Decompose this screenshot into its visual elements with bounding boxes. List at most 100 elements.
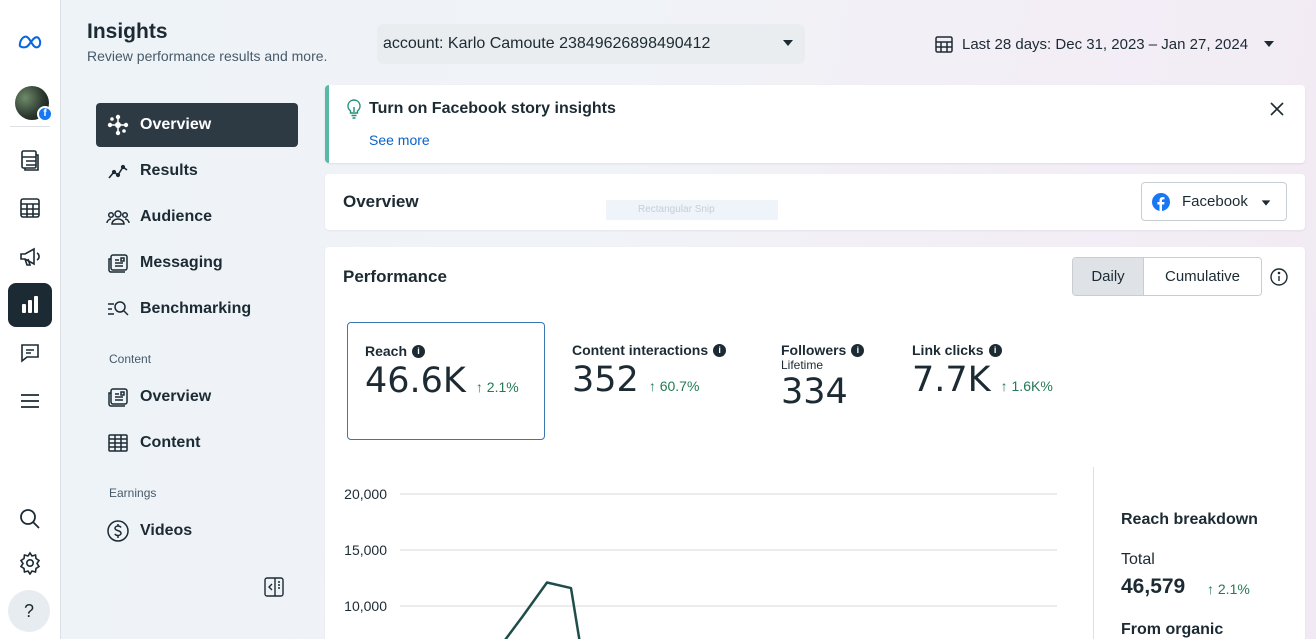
meta-logo-icon[interactable] — [8, 20, 52, 64]
metric-change: ↑ 60.7% — [648, 378, 700, 394]
metric-label-text: Link clicks — [912, 342, 984, 358]
metric-value: 46.6K — [365, 361, 466, 401]
avatar[interactable]: f — [15, 86, 53, 122]
breakdown-divider — [1093, 467, 1094, 639]
breakdown-organic-label: From organic — [1121, 621, 1224, 638]
date-range-picker[interactable]: Last 28 days: Dec 31, 2023 – Jan 27, 202… — [934, 32, 1276, 56]
settings-icon[interactable] — [8, 541, 52, 585]
performance-card: Performance Daily Cumulative Reach i 46.… — [325, 247, 1305, 639]
breakdown-total-label: Total — [1121, 551, 1155, 568]
nav-label: Content — [140, 434, 201, 451]
see-more-link[interactable]: See more — [369, 132, 430, 148]
metric-value-row: 7.7K ↑ 1.6K% — [912, 360, 1053, 400]
nav-label: Audience — [140, 208, 213, 225]
overview-header: Overview Rectangular Snip Facebook — [325, 174, 1305, 230]
info-icon[interactable] — [1269, 267, 1289, 287]
insights-icon[interactable] — [8, 283, 52, 327]
y-tick-label: 10,000 — [344, 598, 387, 614]
megaphone-icon[interactable] — [8, 234, 52, 278]
reach-line-chart: 20,000 15,000 10,000 — [344, 486, 1057, 639]
metric-label: Link clicks i — [912, 342, 1053, 358]
facebook-icon — [1152, 192, 1170, 211]
daily-cumulative-toggle: Daily Cumulative — [1072, 257, 1262, 296]
menu-icon[interactable] — [8, 379, 52, 423]
lightbulb-icon — [347, 99, 361, 119]
table-icon[interactable] — [8, 186, 52, 230]
platform-select[interactable]: Facebook — [1141, 182, 1287, 221]
metric-change: ↑ 1.6K% — [1000, 378, 1053, 394]
snip-ghost-overlay: Rectangular Snip — [606, 200, 778, 220]
nav-content-overview[interactable]: Overview — [96, 375, 298, 419]
y-tick-label: 15,000 — [344, 542, 387, 558]
metric-label-text: Content interactions — [572, 342, 709, 358]
benchmarking-icon — [108, 301, 129, 316]
dollar-icon — [107, 520, 129, 542]
account-select[interactable]: account: Karlo Camoute 23849626898490412 — [377, 24, 805, 64]
info-icon[interactable]: i — [851, 343, 865, 357]
nav-content[interactable]: Content — [96, 421, 298, 465]
nav-label: Overview — [140, 388, 212, 405]
nav-results[interactable]: Results — [96, 149, 298, 193]
nav-section-content: Content — [109, 352, 152, 366]
comments-icon[interactable] — [8, 331, 52, 375]
metric-label-text: Followers — [781, 342, 847, 358]
nav-messaging[interactable]: Messaging — [96, 241, 298, 285]
account-label: account: Karlo Camoute 23849626898490412 — [383, 35, 711, 52]
metric-reach[interactable]: Reach i 46.6K ↑ 2.1% — [347, 322, 545, 440]
toggle-daily[interactable]: Daily — [1073, 258, 1144, 295]
page-subtitle: Review performance results and more. — [87, 48, 328, 64]
content-table-icon — [108, 434, 128, 452]
info-icon[interactable]: i — [713, 343, 727, 357]
metric-content-interactions[interactable]: Content interactions i 352 ↑ 60.7% — [572, 342, 727, 400]
left-rail: f ? — [0, 0, 61, 639]
nav-label: Messaging — [140, 254, 223, 271]
metric-value: 7.7K — [912, 360, 991, 400]
info-icon[interactable]: i — [412, 344, 426, 358]
performance-title: Performance — [343, 267, 447, 286]
metric-change: ↑ 2.1% — [475, 379, 519, 395]
chevron-down-icon — [783, 40, 793, 46]
metric-link-clicks[interactable]: Link clicks i 7.7K ↑ 1.6K% — [912, 342, 1053, 400]
metric-change-value: 2.1% — [486, 379, 519, 395]
toggle-cumulative[interactable]: Cumulative — [1144, 258, 1261, 295]
breakdown-total-value: 46,579 — [1121, 575, 1186, 598]
date-range-label: Last 28 days: Dec 31, 2023 – Jan 27, 202… — [962, 35, 1249, 53]
breakdown-change-value: 2.1% — [1217, 581, 1250, 597]
search-icon[interactable] — [8, 497, 52, 541]
story-insights-banner: Turn on Facebook story insights See more — [325, 85, 1305, 163]
chevron-down-icon — [1261, 200, 1271, 206]
nav-audience[interactable]: Audience — [96, 195, 298, 239]
metric-change-value: 60.7% — [659, 378, 700, 394]
metric-label: Reach i — [365, 343, 519, 359]
results-icon — [108, 164, 128, 179]
close-icon[interactable] — [1267, 99, 1287, 119]
nav-videos[interactable]: Videos — [96, 509, 298, 553]
page-title: Insights — [87, 20, 168, 43]
platform-label: Facebook — [1182, 193, 1248, 210]
metric-sublabel: Lifetime — [781, 358, 824, 372]
nav-section-earnings: Earnings — [109, 486, 157, 500]
metric-value-row: 46.6K ↑ 2.1% — [365, 361, 519, 401]
reach-series-line — [504, 581, 581, 639]
calendar-icon — [935, 36, 953, 53]
nav-label: Results — [140, 162, 198, 179]
metric-change-value: 1.6K% — [1011, 378, 1053, 394]
help-icon[interactable]: ? — [8, 590, 50, 632]
audience-icon — [106, 210, 130, 225]
metric-label-text: Reach — [365, 343, 408, 359]
metric-followers[interactable]: Followers i Lifetime 334 — [781, 342, 865, 412]
nav-label: Videos — [140, 522, 193, 539]
info-icon[interactable]: i — [988, 343, 1002, 357]
facebook-badge-icon: f — [37, 106, 53, 122]
rail-divider — [10, 126, 50, 127]
metric-value: 334 — [781, 372, 848, 412]
collapse-sidebar-icon[interactable] — [263, 576, 285, 598]
pages-icon[interactable] — [8, 138, 52, 182]
content-overview-icon — [108, 388, 128, 407]
nav-benchmarking[interactable]: Benchmarking — [96, 287, 298, 331]
nav-label: Benchmarking — [140, 300, 252, 317]
overview-title: Overview — [343, 192, 419, 211]
breakdown-title: Reach breakdown — [1121, 511, 1258, 528]
banner-title: Turn on Facebook story insights — [369, 100, 616, 117]
nav-overview[interactable]: Overview — [96, 103, 298, 147]
